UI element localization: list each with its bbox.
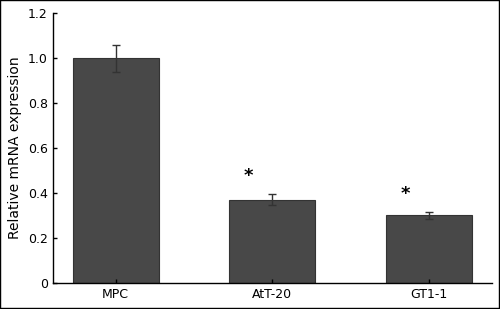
Bar (386, 215, 472, 283)
Y-axis label: Relative mRNA expression: Relative mRNA expression (8, 57, 22, 239)
Text: *: * (244, 167, 254, 185)
Bar (229, 200, 315, 283)
Text: *: * (400, 185, 410, 203)
Bar (72, 58, 159, 283)
